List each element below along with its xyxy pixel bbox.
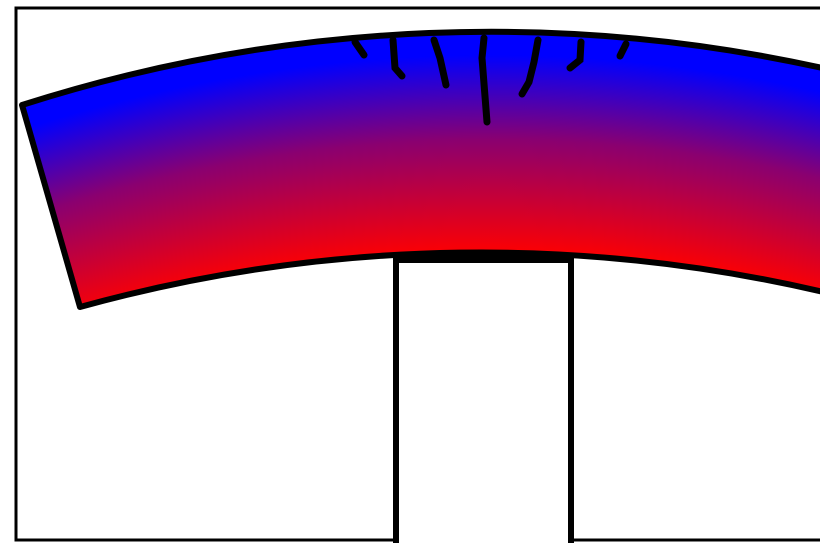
crack [430, 36, 450, 89]
cracks [351, 34, 630, 126]
bent-beam [19, 28, 820, 310]
crack [478, 34, 491, 126]
crack [518, 36, 542, 98]
support [393, 255, 574, 543]
crack [351, 38, 368, 59]
crack [616, 40, 630, 60]
crack [566, 38, 585, 72]
crack [389, 36, 406, 80]
